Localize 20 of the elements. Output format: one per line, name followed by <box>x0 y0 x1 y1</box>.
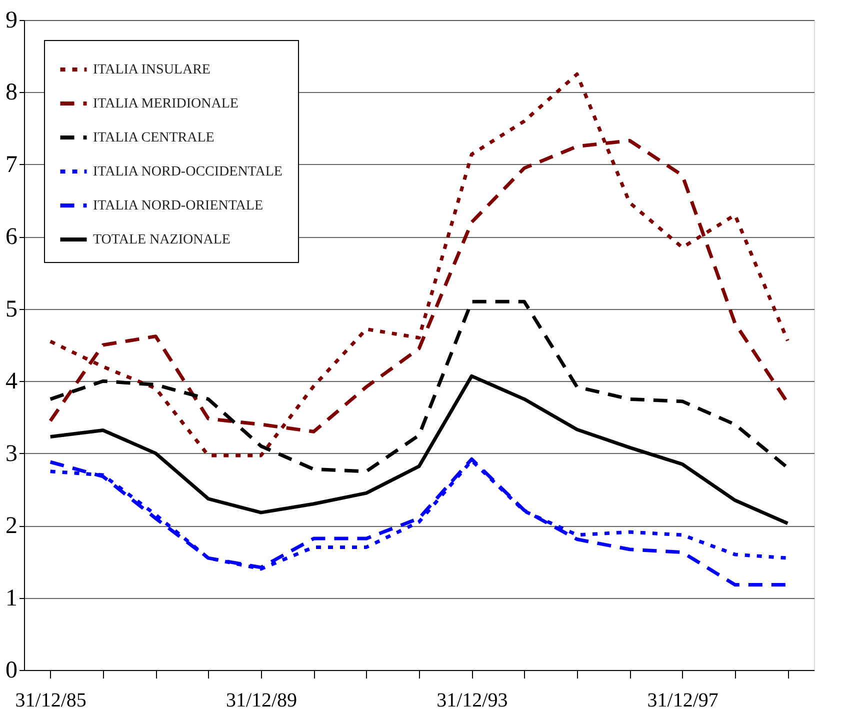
y-tick-label: 6 <box>6 224 18 250</box>
x-tick-label: 31/12/93 <box>436 690 508 712</box>
y-tick-label: 9 <box>6 8 18 34</box>
x-tick-label: 31/12/97 <box>647 690 718 712</box>
y-tick-label: 3 <box>6 440 18 467</box>
y-tick-label: 4 <box>6 368 18 395</box>
y-tick-label: 5 <box>6 296 18 322</box>
y-tick-label: 8 <box>6 80 18 106</box>
legend-label: TOTALE NAZIONALE <box>93 232 230 248</box>
x-tick-label: 31/12/89 <box>226 690 298 712</box>
legend-label: ITALIA MERIDIONALE <box>93 96 238 112</box>
y-tick-label: 2 <box>6 513 18 540</box>
legend-label: ITALIA NORD-ORIENTALE <box>93 198 264 214</box>
legend-label: ITALIA CENTRALE <box>93 130 214 146</box>
y-tick-label: 1 <box>6 585 18 612</box>
y-tick-label: 7 <box>6 152 18 178</box>
legend-label: ITALIA INSULARE <box>93 62 210 78</box>
y-tick-label: 0 <box>6 658 18 684</box>
legend-label: ITALIA NORD-OCCIDENTALE <box>93 164 282 180</box>
x-tick-label: 31/12/85 <box>15 690 86 712</box>
